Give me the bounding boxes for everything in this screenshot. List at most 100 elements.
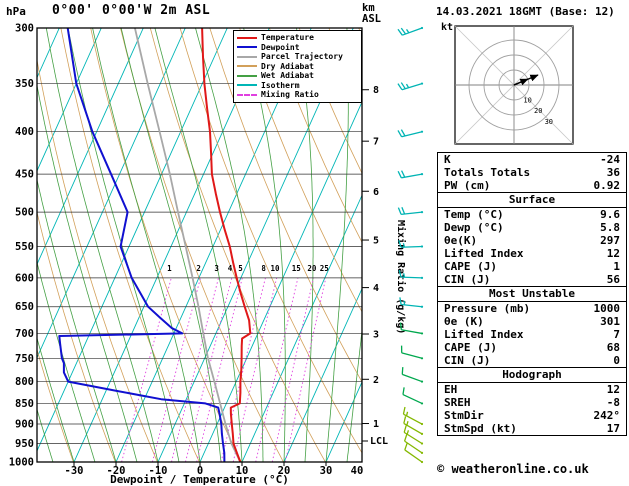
wet-adiabat-line [37,407,54,462]
mixing-ratio-value-label: 10 [270,264,280,273]
mixing-ratio-value-label: 2 [196,264,201,273]
table-row: PW (cm) 0.92 [438,179,626,192]
table-row: StmDir 242° [438,409,626,422]
hodograph-ring [483,54,545,116]
pressure-tick-label: 400 [15,126,34,138]
pressure-tick-label: 850 [15,398,34,410]
temperature-line [201,28,252,462]
wind-barb [397,129,424,138]
isotherm-line [283,287,362,462]
table-row-label: EH [444,383,458,396]
temperature-tick-label: -30 [65,465,84,477]
legend-line-sample [237,55,257,58]
legend-item-label: Isotherm [261,80,300,90]
legend-item-label: Wet Adiabat [261,71,314,81]
table-row-label: StmSpd (kt) [444,422,517,435]
temperature-tick-label: 20 [278,465,291,477]
wind-barb [402,387,424,405]
wet-adiabat-line [67,28,180,462]
parcel-trajectory-line [134,28,242,462]
table-row: θe (K) 301 [438,315,626,328]
altitude-axis [362,89,369,442]
legend-item: Isotherm [237,81,358,91]
wind-barb [402,406,424,426]
table-row: Dewp (°C) 5.8 [438,221,626,234]
table-row: StmSpd (kt) 17 [438,422,626,435]
km-tick-label: 8 [373,85,379,96]
km-tick-label: 5 [373,236,379,247]
wind-barb-column [397,26,424,464]
dewpoint-line [58,28,226,462]
pressure-tick-label: 650 [15,301,34,313]
table-row-value: 12 [606,247,620,260]
km-tick-label: 2 [373,375,379,386]
table-row-label: K [444,153,451,166]
legend-item: Mixing Ratio [237,90,358,100]
table-row-value: 1 [613,260,620,273]
pressure-tick-label: 300 [15,23,34,35]
table-section-title: Surface [438,192,626,208]
table-row-label: Temp (°C) [444,208,504,221]
model-run-title: 14.03.2021 18GMT (Base: 12) [436,5,615,18]
table-row-label: CAPE (J) [444,341,497,354]
dry-adiabat-line [37,348,74,462]
isotherm-line [37,28,144,266]
table-row-label: CAPE (J) [444,260,497,273]
x-axis-title: Dewpoint / Temperature (°C) [110,473,289,486]
mixing-ratio-axis-label: Mixing Ratio (g/kg) [395,220,407,334]
isotherm-line [37,28,102,172]
table-row-label: Dewp (°C) [444,221,504,234]
table-row-value: 68 [606,341,620,354]
wind-barb [401,367,424,383]
hodograph-ring-label: 20 [534,107,542,115]
hodograph-ring [468,39,560,131]
sounding-profiles [58,28,252,462]
table-row-value: 0.92 [593,179,621,192]
dry-adiabat-line [37,58,158,462]
table-row: EH 12 [438,383,626,396]
pressure-tick-label: 450 [15,169,34,181]
legend-item: Wet Adiabat [237,71,358,81]
table-row-label: CIN (J) [444,354,491,367]
legend-item-label: Mixing Ratio [261,90,319,100]
copyright: © weatheronline.co.uk [437,462,589,476]
wind-barb [399,322,424,335]
wet-adiabat-line [346,327,362,462]
pressure-tick-label: 700 [15,328,34,340]
temperature-tick-label: 0 [197,465,203,477]
mixing-ratio-value-label: 3 [214,264,219,273]
table-row-value: 56 [606,273,620,286]
pressure-tick-label: 600 [15,272,34,284]
hodograph-ring [498,69,530,101]
table-section-title: Most Unstable [438,286,626,302]
hodograph-wind-vector [513,74,539,86]
table-row-label: Pressure (mb) [444,302,531,315]
wind-barb [403,416,424,435]
km-tick-label: 6 [373,187,379,198]
table-row: Temp (°C) 9.6 [438,208,626,221]
legend-line-sample [237,93,257,96]
legend-item: Parcel Trajectory [237,52,358,62]
wind-barb [397,206,424,215]
table-row: Totals Totals 36 [438,166,626,179]
pressure-tick-label: 350 [15,78,34,90]
mixing-ratio-value-label: 15 [292,264,301,273]
wet-adiabat-line [45,28,159,462]
mixing-ratio-line [196,277,243,462]
km-tick-label: 4 [373,283,379,294]
pressure-tick-label: 950 [15,438,34,450]
table-row: Lifted Index 7 [438,328,626,341]
mixing-ratio-value-label: 4 [228,264,233,273]
table-row: SREH -8 [438,396,626,409]
table-row-label: Totals Totals [444,166,531,179]
legend-line-sample [237,65,257,68]
table-row: CIN (J) 56 [438,273,626,286]
table-row-label: SREH [444,396,471,409]
wind-barb [398,240,424,248]
mixing-ratio-line [185,277,233,462]
wind-barb [397,82,424,91]
table-row-value: 12 [606,383,620,396]
legend-line-sample [237,46,257,49]
legend: Temperature Dewpoint Parcel Trajectory Dry … [233,30,362,103]
station-title: 0°00' 0°00'W 2m ASL [52,3,211,18]
